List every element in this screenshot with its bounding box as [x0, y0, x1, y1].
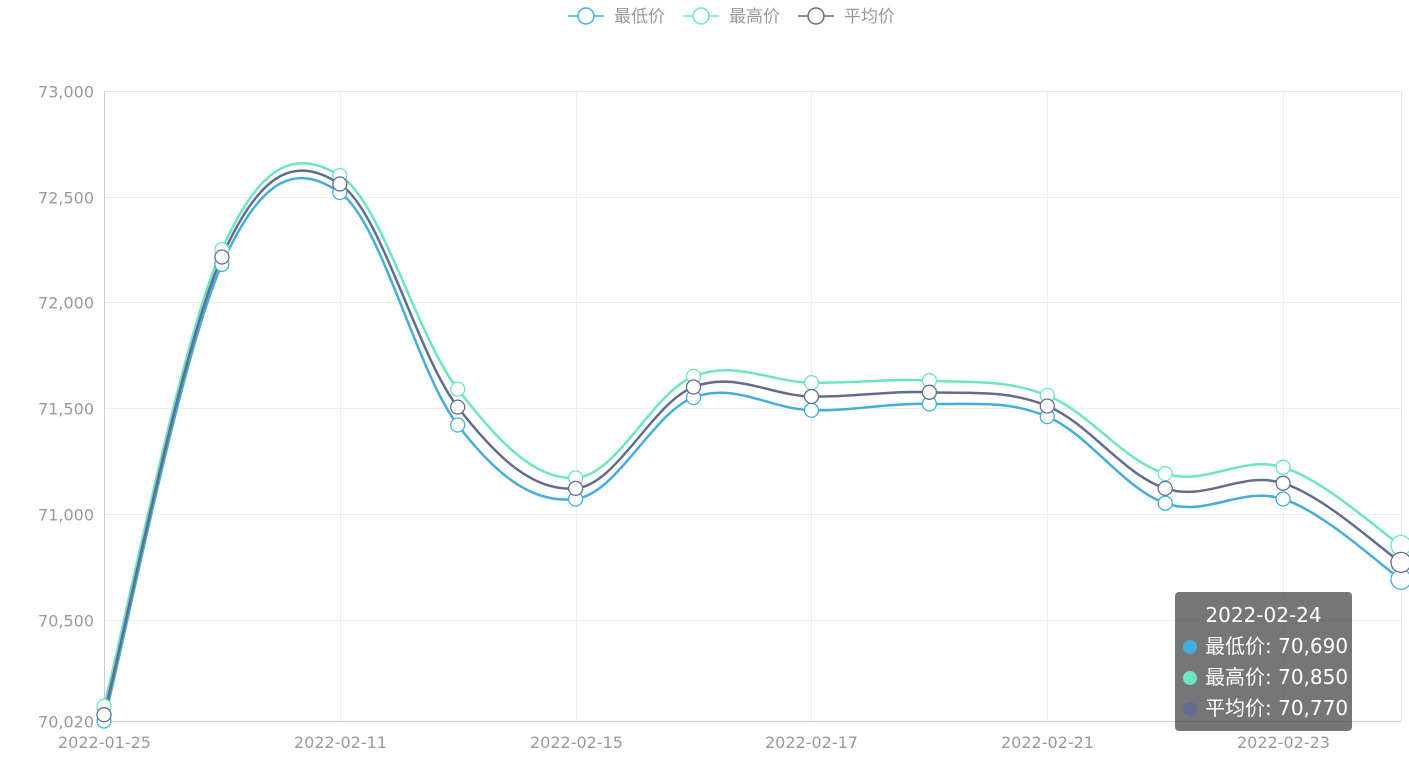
data-point[interactable]: [332, 176, 348, 192]
series-points[interactable]: [96, 167, 1409, 729]
legend-label[interactable]: 最低价: [614, 7, 665, 27]
x-tick-label: 2022-02-11: [294, 733, 387, 752]
data-point[interactable]: [1157, 495, 1173, 511]
data-point[interactable]: [803, 375, 820, 391]
y-tick-label: 70,500: [38, 612, 94, 631]
data-point[interactable]: [1275, 475, 1291, 491]
x-tick-label: 2022-01-25: [58, 733, 151, 752]
data-point[interactable]: [1039, 398, 1055, 414]
tooltip-avg-dot: [1183, 702, 1197, 716]
x-tick-label: 2022-02-15: [530, 733, 623, 752]
data-point[interactable]: [96, 707, 112, 723]
data-point[interactable]: [803, 402, 820, 418]
tooltip-title: 2022-02-24: [1205, 603, 1322, 627]
y-tick-label: 72,500: [38, 189, 94, 208]
tooltip-min-text: 最低价: 70,690: [1205, 634, 1349, 658]
data-point[interactable]: [1275, 459, 1291, 475]
y-tick-label: 72,000: [38, 294, 94, 313]
data-point[interactable]: [1275, 491, 1291, 507]
tooltip-min-dot: [1183, 640, 1197, 654]
grid-lines: [104, 91, 1402, 721]
y-tick-label: 71,000: [38, 506, 94, 525]
tooltip-avg-text: 平均价: 70,770: [1205, 696, 1349, 720]
data-point[interactable]: [214, 249, 230, 265]
x-tick-label: 2022-02-17: [765, 733, 858, 752]
data-point[interactable]: [803, 388, 820, 405]
tooltip-row-min: 最低价: 70,690: [1175, 631, 1352, 662]
legend-marker[interactable]: [807, 7, 825, 25]
legend-marker[interactable]: [692, 7, 710, 25]
x-tick-label: 2022-02-21: [1001, 733, 1094, 752]
tooltip-max-dot: [1183, 671, 1197, 685]
legend-label[interactable]: 最高价: [729, 7, 780, 27]
data-point[interactable]: [685, 379, 702, 395]
data-point[interactable]: [450, 417, 466, 433]
y-tick-label: 70,020: [38, 713, 94, 732]
data-point[interactable]: [921, 384, 938, 400]
data-point[interactable]: [1390, 551, 1409, 574]
data-point[interactable]: [1157, 466, 1173, 482]
y-tick-label: 71,500: [38, 400, 94, 419]
tooltip-row-avg: 平均价: 70,770: [1175, 693, 1352, 724]
data-point[interactable]: [450, 399, 466, 415]
tick-labels: 73,000 72,500 72,000 71,500 71,000 70,500 70,0…: [38, 83, 1330, 753]
legend-marker[interactable]: [577, 7, 595, 25]
x-tick-label: 2022-02-23: [1237, 733, 1330, 752]
data-point[interactable]: [567, 480, 584, 497]
tooltip: 2022-02-24 最低价: 70,690 最高价: 70,850 平均价: …: [1175, 592, 1352, 731]
legend[interactable]: 最低价 最高价 平均价: [568, 7, 895, 27]
y-tick-label: 73,000: [38, 83, 94, 102]
data-point[interactable]: [450, 381, 466, 397]
legend-label[interactable]: 平均价: [844, 7, 895, 27]
tooltip-row-max: 最高价: 70,850: [1175, 662, 1352, 693]
tooltip-max-text: 最高价: 70,850: [1205, 665, 1349, 689]
data-point[interactable]: [1157, 480, 1173, 497]
